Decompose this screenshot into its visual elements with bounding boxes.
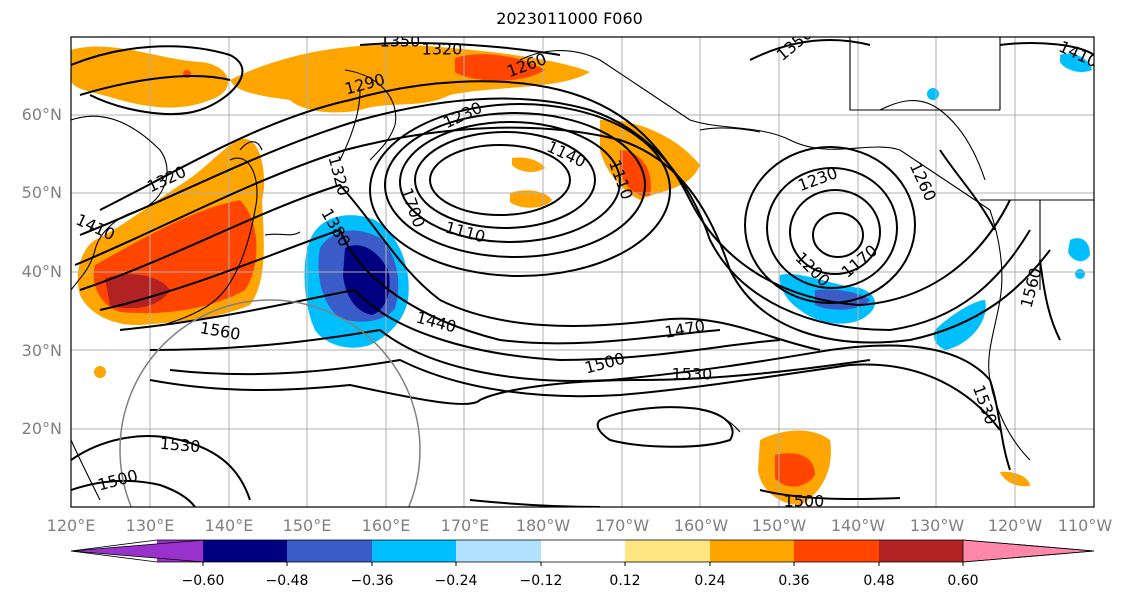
lon-label: 160°E (361, 516, 411, 535)
contour-label: 1410 (73, 210, 118, 244)
coastlines (71, 37, 1094, 501)
colorbar-tick-label: 0.12 (609, 573, 641, 589)
lat-label: 30°N (21, 341, 62, 360)
colorbar-tick-label: −0.60 (181, 573, 225, 589)
colorbar (70, 539, 1095, 566)
contour-label: 1530 (159, 434, 201, 456)
colorbar-segment (879, 540, 963, 562)
lat-label: 40°N (21, 262, 62, 281)
graticule-grid (71, 37, 1094, 507)
contour-label: 1320 (422, 40, 463, 59)
contour-label: 1500 (784, 492, 825, 511)
lon-label: 150°E (282, 516, 332, 535)
colorbar-segment (287, 540, 372, 562)
map-title: 2023011000 F060 (496, 9, 643, 28)
contour-label: 1140 (544, 137, 589, 171)
colorbar-tick-label: −0.24 (434, 573, 478, 589)
colorbar-tick-label: −0.36 (350, 573, 394, 589)
lon-label: 140°E (204, 516, 254, 535)
colorbar-tick-label: −0.48 (265, 573, 309, 589)
lat-label: 60°N (21, 105, 62, 124)
colorbar-tick-label: 0.48 (863, 573, 895, 589)
lon-label: 110°W (1057, 516, 1113, 535)
lon-label: 120°W (987, 516, 1043, 535)
lon-label: 170°E (440, 516, 490, 535)
contour-label: 1110 (443, 218, 487, 247)
colorbar-outline (70, 539, 1095, 563)
lon-label: 170°W (594, 516, 650, 535)
lat-label: 50°N (21, 183, 62, 202)
lon-label: 140°W (830, 516, 886, 535)
contour-label: 1350 (380, 32, 421, 51)
colorbar-segment (372, 540, 456, 562)
lon-label: 120°E (46, 516, 96, 535)
colorbar-segment (625, 540, 710, 562)
range-ring (119, 299, 421, 507)
height-contours (71, 39, 1094, 507)
colorbar-segment (203, 540, 287, 562)
plot-frame (70, 36, 1095, 508)
colorbar-tick-label: −0.12 (519, 573, 563, 589)
colorbar-extend-min (70, 539, 205, 563)
lat-label: 20°N (21, 419, 62, 438)
lon-label: 160°W (673, 516, 729, 535)
contour-label: 1500 (583, 349, 627, 378)
colorbar-tick-label: 0.24 (694, 573, 726, 589)
colorbar-segment (541, 540, 625, 562)
contour-label: 1500 (96, 466, 140, 495)
colorbar-segment (794, 540, 879, 562)
colorbar-segment (710, 540, 794, 562)
colorbar-segment (456, 540, 541, 562)
contour-label: 1530 (672, 365, 713, 384)
colorbar-tick-label: 0.36 (778, 573, 810, 589)
lon-label: 150°W (751, 516, 807, 535)
negative-anomaly-shading (304, 53, 1092, 350)
lon-label: 130°E (125, 516, 175, 535)
colorbar-extend-max (962, 539, 1095, 563)
colorbar-tick-label: 0.60 (947, 573, 979, 589)
positive-anomaly-shading (71, 44, 1030, 505)
lon-label: 180°W (515, 516, 571, 535)
lon-label: 130°W (909, 516, 965, 535)
